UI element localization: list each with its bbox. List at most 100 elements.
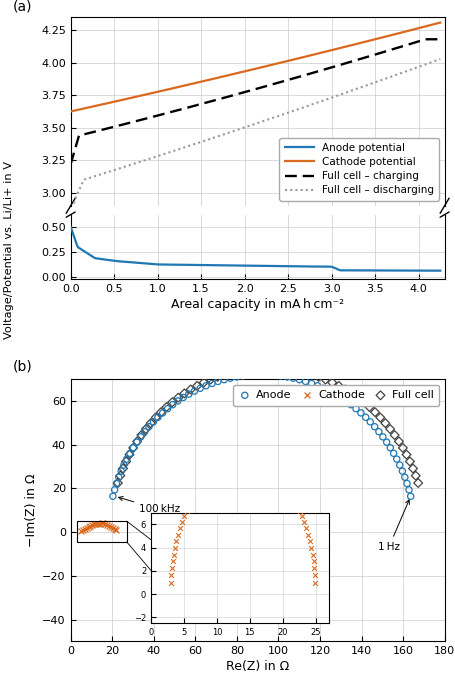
Anode	[141, 426, 148, 437]
Full cell	[116, 470, 124, 481]
Anode	[389, 448, 396, 459]
Anode	[251, 369, 258, 380]
Text: Voltage/Potential vs. Li/Li+ in V: Voltage/Potential vs. Li/Li+ in V	[4, 161, 14, 340]
Cathode	[98, 518, 105, 529]
Cathode	[85, 522, 92, 533]
Full cell	[213, 371, 221, 382]
Full cell	[293, 366, 300, 377]
Anode	[400, 472, 408, 483]
Full cell	[321, 374, 329, 385]
Anode	[301, 376, 308, 387]
Full cell	[187, 384, 194, 395]
Anode	[307, 378, 314, 389]
Full cell	[381, 418, 388, 429]
Full cell	[162, 401, 170, 412]
Anode	[370, 421, 378, 432]
Anode	[196, 383, 203, 394]
Full cell	[200, 377, 207, 388]
Anode	[123, 453, 130, 464]
Bar	[77, 521, 126, 542]
Anode	[404, 484, 412, 495]
Anode	[361, 412, 369, 423]
Cathode	[77, 525, 85, 536]
Legend: Anode potential, Cathode potential, Full cell – charging, Full cell – dischargin: Anode potential, Cathode potential, Full…	[279, 138, 439, 200]
Anode	[179, 392, 187, 403]
Cathode	[90, 519, 97, 530]
Anode	[374, 426, 382, 437]
Full cell	[411, 470, 419, 481]
Anode	[126, 448, 133, 459]
Full cell	[328, 377, 335, 388]
Full cell	[390, 429, 397, 440]
Full cell	[242, 364, 249, 375]
Full cell	[334, 380, 342, 391]
Full cell	[405, 456, 413, 467]
Anode	[366, 416, 373, 427]
Anode	[406, 490, 414, 501]
Anode	[392, 453, 399, 464]
Cathode	[107, 521, 114, 532]
Text: (b): (b)	[13, 360, 32, 374]
Anode	[163, 403, 171, 414]
Anode	[277, 370, 284, 381]
Full cell	[300, 367, 308, 378]
Cathode	[88, 520, 96, 531]
Legend: Anode, Cathode, Full cell: Anode, Cathode, Full cell	[232, 385, 438, 406]
Anode	[270, 370, 278, 381]
Anode	[313, 380, 320, 391]
Cathode	[112, 524, 120, 535]
Anode	[382, 437, 389, 448]
Full cell	[347, 388, 354, 399]
Anode	[190, 386, 197, 397]
Full cell	[386, 423, 393, 434]
Anode	[202, 380, 209, 391]
Full cell	[168, 397, 176, 407]
Anode	[109, 490, 116, 501]
Anode	[185, 389, 192, 400]
Cathode	[103, 520, 111, 531]
Full cell	[409, 463, 416, 474]
Anode	[169, 399, 176, 410]
Anode	[336, 392, 343, 403]
Anode	[117, 466, 125, 477]
Full cell	[271, 363, 278, 374]
Full cell	[220, 369, 228, 380]
Anode	[239, 370, 246, 381]
Anode	[295, 374, 303, 385]
Anode	[403, 478, 410, 489]
Anode	[395, 460, 403, 471]
Anode	[111, 484, 118, 495]
Cathode	[105, 521, 112, 532]
Cathode	[79, 525, 86, 536]
Cathode	[83, 523, 90, 534]
Text: (a): (a)	[13, 0, 32, 14]
Anode	[145, 421, 152, 432]
Anode	[115, 472, 122, 483]
Anode	[137, 431, 144, 442]
Full cell	[365, 401, 372, 412]
Full cell	[370, 407, 378, 418]
Full cell	[174, 392, 182, 403]
Full cell	[137, 429, 145, 440]
Anode	[208, 378, 215, 389]
Full cell	[394, 436, 402, 447]
X-axis label: Re(Z) in Ω: Re(Z) in Ω	[226, 661, 288, 674]
Cathode	[100, 518, 107, 529]
Anode	[245, 370, 252, 381]
Anode	[133, 437, 140, 448]
Anode	[386, 442, 393, 453]
Anode	[352, 403, 359, 414]
Anode	[258, 369, 265, 380]
Full cell	[341, 384, 348, 395]
Full cell	[193, 380, 200, 391]
Full cell	[122, 456, 130, 467]
Full cell	[157, 407, 164, 418]
Full cell	[133, 436, 141, 447]
Full cell	[152, 412, 159, 423]
Cathode	[94, 519, 101, 530]
Anode	[341, 395, 349, 406]
Anode	[226, 372, 233, 383]
Anode	[214, 376, 221, 387]
Full cell	[399, 442, 406, 453]
Anode	[325, 386, 332, 397]
